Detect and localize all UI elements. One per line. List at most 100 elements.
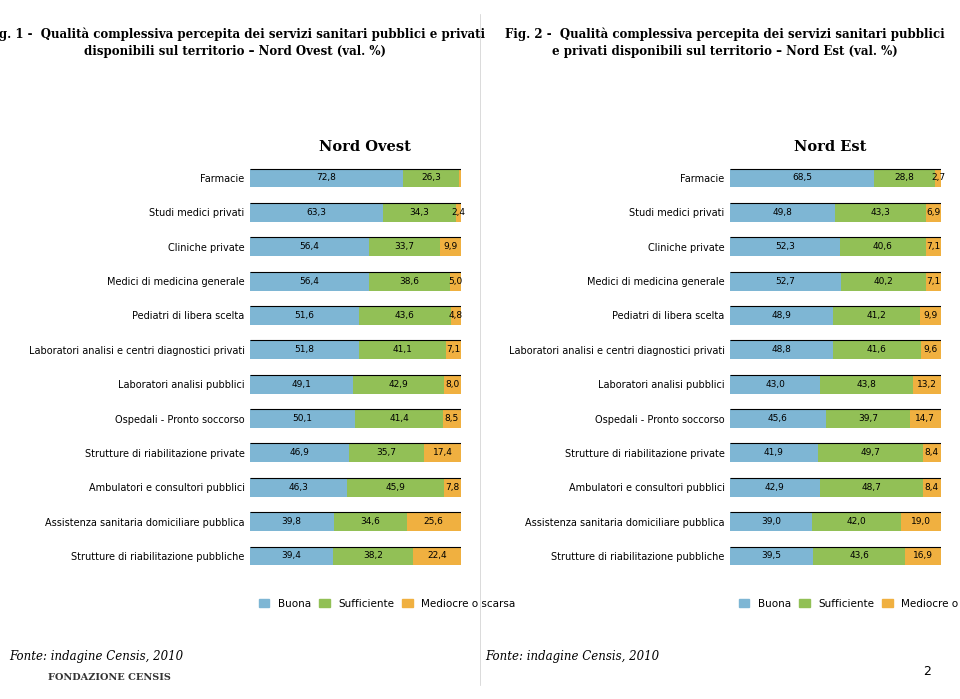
- Text: 39,8: 39,8: [281, 517, 301, 526]
- Bar: [250, 306, 359, 325]
- Bar: [935, 168, 941, 187]
- Bar: [424, 443, 461, 462]
- Text: 41,1: 41,1: [393, 345, 413, 354]
- Text: 7,1: 7,1: [926, 277, 941, 286]
- Text: 2,4: 2,4: [451, 208, 466, 217]
- Bar: [840, 237, 925, 256]
- Text: 50,1: 50,1: [293, 414, 313, 423]
- Text: 33,7: 33,7: [395, 242, 415, 251]
- Text: 14,7: 14,7: [915, 414, 935, 423]
- Text: 40,2: 40,2: [874, 277, 893, 286]
- Bar: [913, 375, 941, 394]
- Bar: [444, 478, 461, 497]
- Bar: [403, 168, 459, 187]
- Text: 52,7: 52,7: [776, 277, 795, 286]
- Text: 48,9: 48,9: [771, 311, 791, 320]
- Text: 41,4: 41,4: [389, 414, 409, 423]
- Bar: [905, 547, 941, 565]
- Bar: [910, 409, 941, 428]
- Text: 19,0: 19,0: [911, 517, 931, 526]
- Text: 2: 2: [924, 665, 931, 678]
- Bar: [730, 237, 840, 256]
- Bar: [359, 340, 445, 359]
- Bar: [924, 443, 941, 462]
- Bar: [730, 203, 835, 222]
- Text: Fig. 1 -  Qualità complessiva percepita dei servizi sanitari pubblici e privati: Fig. 1 - Qualità complessiva percepita d…: [0, 28, 485, 41]
- Bar: [250, 168, 403, 187]
- Text: 5,0: 5,0: [448, 277, 463, 286]
- Text: 39,4: 39,4: [281, 552, 301, 561]
- Text: 7,8: 7,8: [445, 483, 460, 492]
- Text: e privati disponibili sul territorio – Nord Est (val. %): e privati disponibili sul territorio – N…: [552, 45, 898, 59]
- Bar: [414, 547, 461, 565]
- Bar: [833, 306, 920, 325]
- Text: 38,2: 38,2: [363, 552, 383, 561]
- Text: Nord Ovest: Nord Ovest: [319, 140, 411, 154]
- Legend: Buona, Sufficiente, Mediocre o scarsa: Buona, Sufficiente, Mediocre o scarsa: [734, 595, 960, 613]
- Text: 22,4: 22,4: [427, 552, 447, 561]
- Text: 39,7: 39,7: [858, 414, 877, 423]
- Bar: [921, 340, 941, 359]
- Text: 48,7: 48,7: [862, 483, 881, 492]
- Text: 43,3: 43,3: [871, 208, 891, 217]
- Text: 39,0: 39,0: [760, 517, 780, 526]
- Text: 72,8: 72,8: [317, 173, 336, 182]
- Bar: [444, 375, 461, 394]
- Text: 43,6: 43,6: [850, 552, 869, 561]
- Text: 8,0: 8,0: [445, 380, 460, 389]
- Text: 34,3: 34,3: [410, 208, 429, 217]
- Bar: [812, 512, 900, 531]
- Bar: [450, 306, 461, 325]
- Text: 41,6: 41,6: [867, 345, 886, 354]
- Bar: [348, 478, 444, 497]
- Bar: [445, 340, 461, 359]
- Text: 8,4: 8,4: [924, 448, 939, 457]
- Text: 48,8: 48,8: [771, 345, 791, 354]
- Bar: [835, 203, 926, 222]
- Bar: [730, 306, 833, 325]
- Text: 45,6: 45,6: [768, 414, 788, 423]
- Text: 9,9: 9,9: [444, 242, 458, 251]
- Bar: [333, 547, 414, 565]
- Text: Nord Est: Nord Est: [794, 140, 867, 154]
- Bar: [459, 168, 461, 187]
- Text: 41,2: 41,2: [867, 311, 886, 320]
- Text: 52,3: 52,3: [775, 242, 795, 251]
- Text: 17,4: 17,4: [433, 448, 452, 457]
- Bar: [250, 340, 359, 359]
- Bar: [841, 272, 925, 291]
- Text: 68,5: 68,5: [792, 173, 812, 182]
- Text: 56,4: 56,4: [300, 242, 319, 251]
- Legend: Buona, Sufficiente, Mediocre o scarsa: Buona, Sufficiente, Mediocre o scarsa: [254, 595, 519, 613]
- Bar: [900, 512, 941, 531]
- Bar: [440, 237, 461, 256]
- Text: 43,0: 43,0: [765, 380, 785, 389]
- Bar: [348, 443, 424, 462]
- Text: Fonte: indagine Censis, 2010: Fonte: indagine Censis, 2010: [485, 650, 659, 663]
- Text: 42,9: 42,9: [389, 380, 408, 389]
- Text: 6,9: 6,9: [926, 208, 941, 217]
- Bar: [250, 443, 348, 462]
- Bar: [250, 478, 348, 497]
- Text: 28,8: 28,8: [895, 173, 915, 182]
- Text: 26,3: 26,3: [421, 173, 441, 182]
- Bar: [369, 272, 450, 291]
- Text: 45,9: 45,9: [386, 483, 406, 492]
- Bar: [334, 512, 407, 531]
- Text: Fig. 2 -  Qualità complessiva percepita dei servizi sanitari pubblici: Fig. 2 - Qualità complessiva percepita d…: [505, 28, 945, 41]
- Bar: [250, 272, 369, 291]
- Text: FONDAZIONE CENSIS: FONDAZIONE CENSIS: [48, 672, 171, 682]
- Bar: [813, 547, 905, 565]
- Bar: [407, 512, 461, 531]
- Text: 7,1: 7,1: [926, 242, 941, 251]
- Bar: [250, 547, 333, 565]
- Bar: [818, 443, 924, 462]
- Text: 35,7: 35,7: [376, 448, 396, 457]
- Text: 46,9: 46,9: [289, 448, 309, 457]
- Text: 38,6: 38,6: [399, 277, 420, 286]
- Bar: [730, 272, 841, 291]
- Bar: [383, 203, 456, 222]
- Bar: [250, 409, 355, 428]
- Bar: [443, 409, 461, 428]
- Text: 51,6: 51,6: [294, 311, 314, 320]
